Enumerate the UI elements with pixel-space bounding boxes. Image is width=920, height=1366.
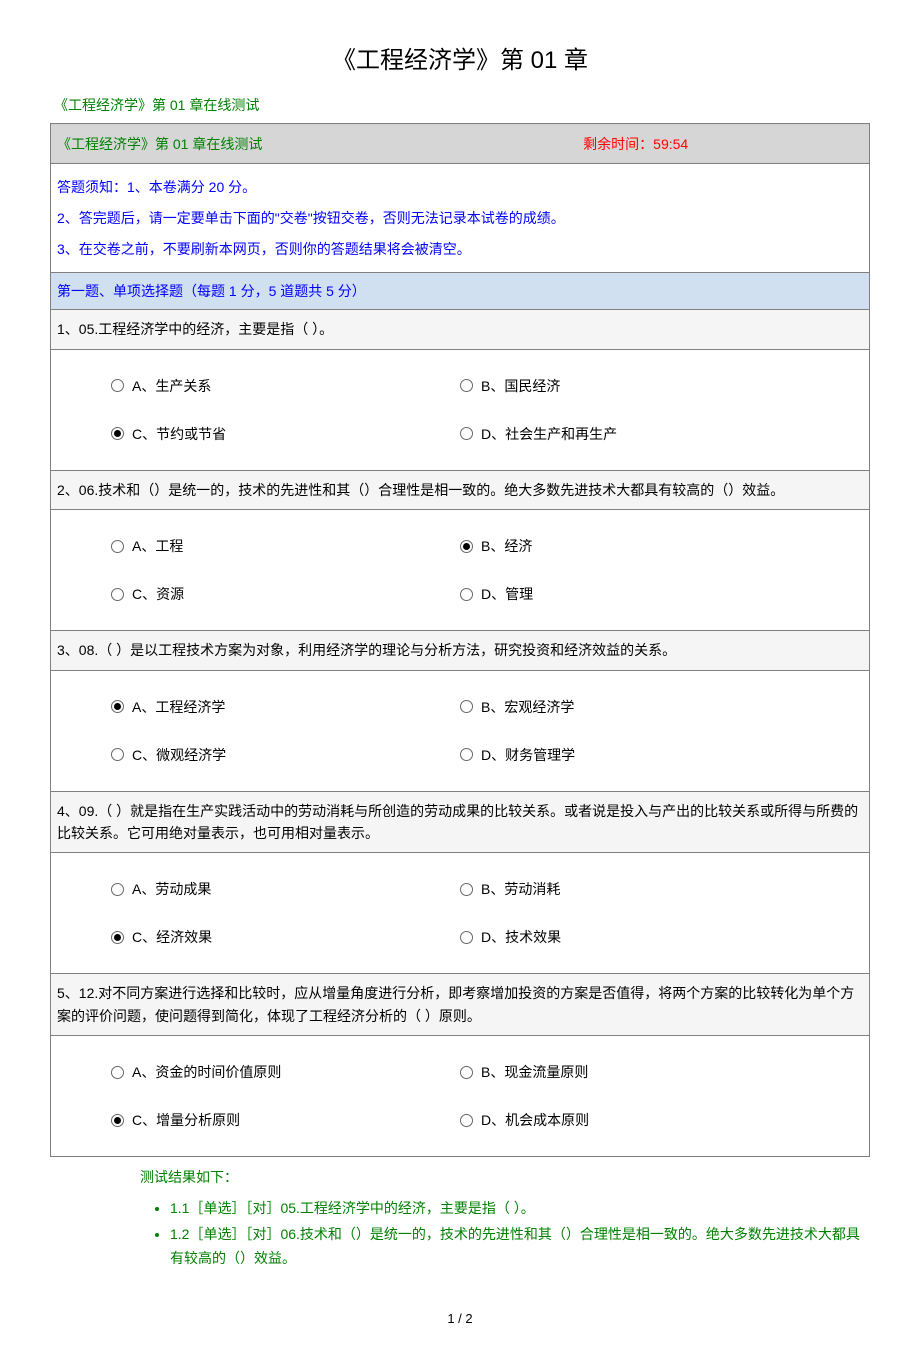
option-label: C、节约或节省 xyxy=(132,426,226,442)
option-label: C、微观经济学 xyxy=(132,747,226,763)
option[interactable]: B、国民经济 xyxy=(460,362,809,410)
option[interactable]: C、经济效果 xyxy=(111,913,460,961)
radio-icon[interactable] xyxy=(111,748,124,761)
option[interactable]: B、宏观经济学 xyxy=(460,683,809,731)
option[interactable]: B、经济 xyxy=(460,522,809,570)
radio-icon[interactable] xyxy=(460,1066,473,1079)
question-stem: 4、09.（ ）就是指在生产实践活动中的劳动消耗与所创造的劳动成果的比较关系。或… xyxy=(51,791,870,853)
radio-icon[interactable] xyxy=(460,931,473,944)
radio-icon[interactable] xyxy=(460,883,473,896)
option[interactable]: A、资金的时间价值原则 xyxy=(111,1048,460,1096)
option[interactable]: B、现金流量原则 xyxy=(460,1048,809,1096)
result-item: 1.2［单选］［对］06.技术和（）是统一的，技术的先进性和其（）合理性是相一致… xyxy=(170,1223,870,1271)
quiz-timer: 剩余时间：59:54 xyxy=(577,126,869,162)
radio-icon[interactable] xyxy=(111,700,124,713)
option-label: A、工程经济学 xyxy=(132,699,225,715)
result-list: 1.1［单选］［对］05.工程经济学中的经济，主要是指（ ）。1.2［单选］［对… xyxy=(50,1197,870,1270)
option[interactable]: C、增量分析原则 xyxy=(111,1096,460,1144)
radio-icon[interactable] xyxy=(111,883,124,896)
page-title: 《工程经济学》第 01 章 xyxy=(50,40,870,75)
instructions: 答题须知：1、本卷满分 20 分。2、答完题后，请一定要单击下面的"交卷"按钮交… xyxy=(51,164,870,273)
option[interactable]: D、机会成本原则 xyxy=(460,1096,809,1144)
option[interactable]: C、微观经济学 xyxy=(111,731,460,779)
option[interactable]: A、工程 xyxy=(111,522,460,570)
option[interactable]: B、劳动消耗 xyxy=(460,865,809,913)
option-label: C、增量分析原则 xyxy=(132,1112,240,1128)
option-label: B、现金流量原则 xyxy=(481,1064,588,1080)
radio-icon[interactable] xyxy=(111,1066,124,1079)
option-label: A、资金的时间价值原则 xyxy=(132,1064,281,1080)
page-number: 1 / 2 xyxy=(50,1311,870,1326)
radio-icon[interactable] xyxy=(460,588,473,601)
option-label: C、资源 xyxy=(132,586,184,602)
option-label: B、国民经济 xyxy=(481,378,560,394)
option[interactable]: C、资源 xyxy=(111,570,460,618)
radio-icon[interactable] xyxy=(460,427,473,440)
question-stem: 3、08.（ ）是以工程技术方案为对象，利用经济学的理论与分析方法，研究投资和经… xyxy=(51,631,870,670)
radio-icon[interactable] xyxy=(111,379,124,392)
radio-icon[interactable] xyxy=(460,1114,473,1127)
option-label: D、技术效果 xyxy=(481,929,561,945)
result-item: 1.1［单选］［对］05.工程经济学中的经济，主要是指（ ）。 xyxy=(170,1197,870,1221)
result-title: 测试结果如下： xyxy=(50,1167,870,1187)
option[interactable]: D、技术效果 xyxy=(460,913,809,961)
quiz-table: 《工程经济学》第 01 章在线测试 剩余时间：59:54 答题须知：1、本卷满分… xyxy=(50,123,870,1157)
option-label: D、管理 xyxy=(481,586,533,602)
question-stem: 2、06.技术和（）是统一的，技术的先进性和其（）合理性是相一致的。绝大多数先进… xyxy=(51,470,870,509)
radio-icon[interactable] xyxy=(111,931,124,944)
option-label: B、宏观经济学 xyxy=(481,699,574,715)
option-label: A、劳动成果 xyxy=(132,881,211,897)
section-header: 第一题、单项选择题（每题 1 分，5 道题共 5 分） xyxy=(51,273,870,310)
option-label: B、经济 xyxy=(481,538,532,554)
option-label: D、财务管理学 xyxy=(481,747,575,763)
option-label: A、工程 xyxy=(132,538,183,554)
option-label: B、劳动消耗 xyxy=(481,881,560,897)
quiz-header-title: 《工程经济学》第 01 章在线测试 xyxy=(51,126,578,162)
question-stem: 5、12.对不同方案进行选择和比较时，应从增量角度进行分析，即考察增加投资的方案… xyxy=(51,974,870,1036)
option[interactable]: D、社会生产和再生产 xyxy=(460,410,809,458)
radio-icon[interactable] xyxy=(111,1114,124,1127)
radio-icon[interactable] xyxy=(111,540,124,553)
option-label: D、机会成本原则 xyxy=(481,1112,589,1128)
option[interactable]: C、节约或节省 xyxy=(111,410,460,458)
option-label: A、生产关系 xyxy=(132,378,211,394)
radio-icon[interactable] xyxy=(460,379,473,392)
radio-icon[interactable] xyxy=(111,588,124,601)
question-stem: 1、05.工程经济学中的经济，主要是指（ ）。 xyxy=(51,310,870,349)
radio-icon[interactable] xyxy=(460,540,473,553)
option[interactable]: A、劳动成果 xyxy=(111,865,460,913)
option[interactable]: A、生产关系 xyxy=(111,362,460,410)
option[interactable]: A、工程经济学 xyxy=(111,683,460,731)
option-label: D、社会生产和再生产 xyxy=(481,426,617,442)
subtitle: 《工程经济学》第 01 章在线测试 xyxy=(50,95,870,115)
radio-icon[interactable] xyxy=(460,748,473,761)
radio-icon[interactable] xyxy=(460,700,473,713)
radio-icon[interactable] xyxy=(111,427,124,440)
option-label: C、经济效果 xyxy=(132,929,212,945)
option[interactable]: D、管理 xyxy=(460,570,809,618)
option[interactable]: D、财务管理学 xyxy=(460,731,809,779)
